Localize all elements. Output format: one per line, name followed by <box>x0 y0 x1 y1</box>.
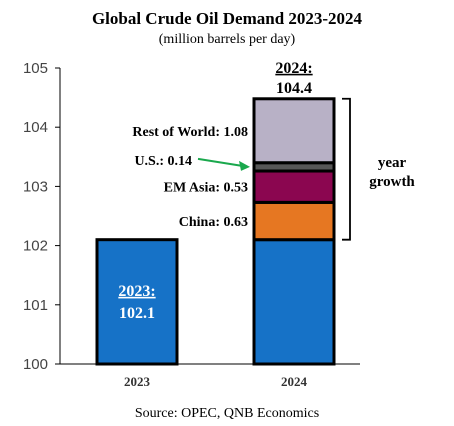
chart-subtitle: (million barrels per day) <box>159 32 296 47</box>
y-tick-label: 103 <box>23 178 48 195</box>
bar-segment-china <box>252 200 336 242</box>
bar-total-year-2023: 2023: <box>118 283 155 300</box>
growth-label-line2: growth <box>369 174 415 190</box>
axes-group: 100 101 102 103 104 105 2023 2024 <box>23 60 360 389</box>
bar-base-2024 <box>252 238 336 366</box>
y-tick-label: 100 <box>23 356 48 373</box>
growth-bracket <box>342 97 351 241</box>
y-tick-label: 102 <box>23 238 48 255</box>
segment-label-u-s-: U.S.: 0.14 <box>134 154 192 169</box>
segment-label-china: China: 0.63 <box>179 215 248 230</box>
bar-base-2023 <box>95 238 179 366</box>
us-arrow-head <box>239 160 250 171</box>
bar-total-year-2024: 2024: <box>275 60 312 77</box>
bar-segment-em-asia <box>252 169 336 204</box>
bar-total-value-2023: 102.1 <box>119 305 155 322</box>
us-arrow-line <box>197 157 243 167</box>
source-note: Source: OPEC, QNB Economics <box>135 406 319 421</box>
growth-label-line1: year <box>378 155 407 171</box>
annotation-group: year growth <box>197 97 415 241</box>
segment-label-em-asia: EM Asia: 0.53 <box>164 181 248 196</box>
segment-label-rest-of-world: Rest of World: 1.08 <box>132 125 248 140</box>
x-tick-label: 2024 <box>281 374 308 389</box>
chart-title: Global Crude Oil Demand 2023-2024 <box>92 9 363 28</box>
bars-group <box>95 97 336 366</box>
y-tick-label: 104 <box>23 119 48 136</box>
y-tick-label: 105 <box>23 60 48 77</box>
bar-total-value-2024: 104.4 <box>276 80 312 97</box>
bar-segment-rest-of-world <box>252 97 336 165</box>
labels-group: 2023: 102.1 China: 0.63 EM Asia: 0.53 U.S.: … <box>118 60 312 322</box>
x-tick-label: 2023 <box>124 374 151 389</box>
y-tick-label: 101 <box>23 297 48 314</box>
